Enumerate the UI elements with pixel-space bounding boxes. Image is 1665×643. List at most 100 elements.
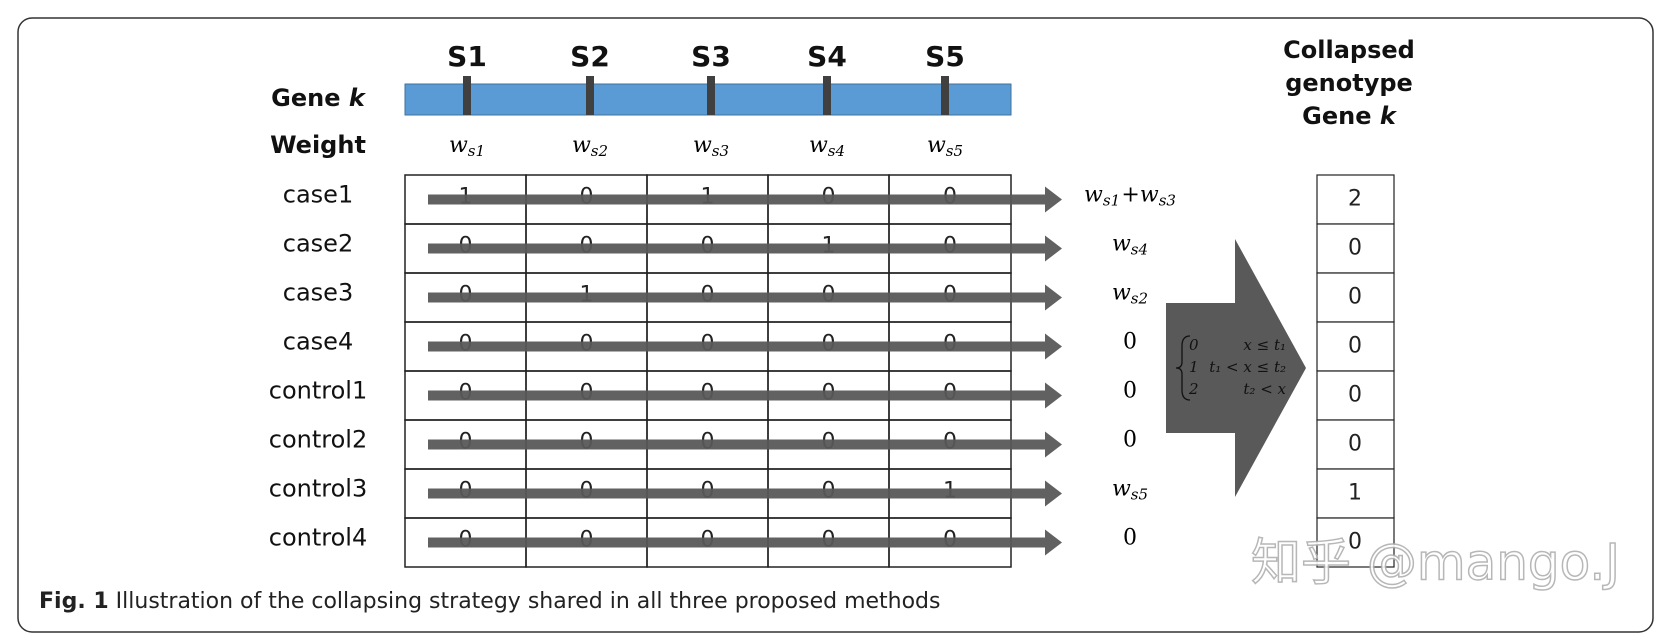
piecewise-condition: t₁ < x ≤ t₂ [1209, 358, 1286, 376]
row-sum: ws5 [1112, 477, 1148, 504]
math-sub: s2 [591, 142, 608, 160]
row-arrow [428, 235, 1062, 262]
weight: ws1 [449, 133, 485, 160]
collapsed-header: Collapsed [1283, 36, 1415, 64]
collapsed-cell [1316, 517, 1395, 568]
row-label: case4 [283, 328, 353, 356]
math-sub: s4 [1131, 241, 1148, 259]
collapsed-header-text: Gene [1302, 102, 1371, 130]
math-sub: s1 [1103, 192, 1120, 210]
row-arrow [428, 480, 1062, 507]
sum-term: 0 [1123, 379, 1137, 404]
row-label: control1 [269, 377, 367, 405]
weight: ws5 [927, 133, 963, 160]
sum-term: 0 [1123, 428, 1137, 453]
collapsed-cell [1316, 419, 1395, 470]
row-arrow [428, 284, 1062, 311]
site-label: S1 [447, 40, 487, 73]
row-sum: ws1 +ws3 [1084, 183, 1176, 210]
caption: Fig. 1 Illustration of the collapsing st… [39, 589, 940, 614]
collapsed-value: 0 [1348, 236, 1362, 261]
math-sub: s5 [1131, 486, 1148, 504]
collapsed-value: 0 [1348, 530, 1362, 555]
caption-label: Fig. 1 [39, 589, 109, 614]
row-label: case2 [283, 230, 353, 258]
row-sum: ws2 [1112, 281, 1148, 308]
site-label: S4 [807, 40, 847, 73]
math-base: w [693, 133, 712, 158]
site-label: S2 [570, 40, 610, 73]
row-sum: 0 [1123, 330, 1137, 355]
row-label: control4 [269, 524, 367, 552]
collapsed-value: 0 [1348, 285, 1362, 310]
math-sub: s2 [1131, 290, 1148, 308]
site-marker [463, 76, 471, 115]
row-arrow [428, 333, 1062, 360]
site-marker [707, 76, 715, 115]
weight: ws4 [809, 133, 845, 160]
gene-label: Gene k [271, 84, 367, 112]
weight: ws3 [693, 133, 729, 160]
row-arrow [428, 431, 1062, 458]
row-label: case1 [283, 181, 353, 209]
weight-label: Weight [270, 131, 366, 159]
site-marker [823, 76, 831, 115]
piecewise-value: 1 [1189, 358, 1199, 376]
collapsed-cell [1316, 272, 1395, 323]
row-label: case3 [283, 279, 353, 307]
math-base: w [1112, 477, 1131, 502]
collapsed-value: 0 [1348, 383, 1362, 408]
collapse-arrow [1166, 239, 1306, 497]
collapsed-value: 1 [1348, 481, 1362, 506]
site-label: S5 [925, 40, 965, 73]
piecewise-value: 2 [1188, 380, 1199, 398]
math-base: w [809, 133, 828, 158]
piecewise-brace [1175, 335, 1191, 401]
row-arrow [428, 382, 1062, 409]
row-label: control3 [269, 475, 367, 503]
site-label: S3 [691, 40, 731, 73]
math-sub: s5 [946, 142, 963, 160]
math-base: w [1084, 183, 1103, 208]
collapsed-cell [1316, 370, 1395, 421]
collapsed-header-var: k [1380, 102, 1398, 130]
math-base: w [449, 133, 468, 158]
piecewise-value: 0 [1189, 336, 1199, 354]
collapsed-cell [1316, 468, 1395, 519]
math-sub: s3 [1159, 192, 1176, 210]
row-arrow [428, 186, 1062, 213]
math-base: w [1112, 281, 1131, 306]
math-base: w [1112, 232, 1131, 257]
collapsed-header: genotype [1285, 69, 1413, 97]
row-sum: 0 [1123, 379, 1137, 404]
collapsed-cell [1316, 174, 1395, 225]
gene-label-text: Gene [271, 84, 340, 112]
weight: ws2 [572, 133, 608, 160]
row-sum: 0 [1123, 526, 1137, 551]
collapsed-value: 0 [1348, 334, 1362, 359]
site-marker [941, 76, 949, 115]
gene-label-var: k [349, 84, 367, 112]
collapsed-header: Gene k [1302, 102, 1398, 130]
math-base: w [927, 133, 946, 158]
sum-term: 0 [1123, 526, 1137, 551]
sum-term: + [1121, 183, 1139, 208]
math-sub: s4 [828, 142, 845, 160]
row-sum: ws4 [1112, 232, 1148, 259]
math-sub: s1 [468, 142, 485, 160]
piecewise-condition: t₂ < x [1243, 380, 1286, 398]
math-base: w [572, 133, 591, 158]
site-marker [586, 76, 594, 115]
piecewise-condition: x ≤ t₁ [1243, 336, 1286, 354]
row-arrow [428, 529, 1062, 556]
row-sum: 0 [1123, 428, 1137, 453]
watermark: 知乎 @mango.J [1251, 534, 1620, 592]
caption-text: Illustration of the collapsing strategy … [116, 589, 941, 614]
collapsed-value: 2 [1348, 187, 1362, 212]
math-sub: s3 [712, 142, 729, 160]
math-base: w [1140, 183, 1159, 208]
row-label: control2 [269, 426, 367, 454]
sum-term: 0 [1123, 330, 1137, 355]
